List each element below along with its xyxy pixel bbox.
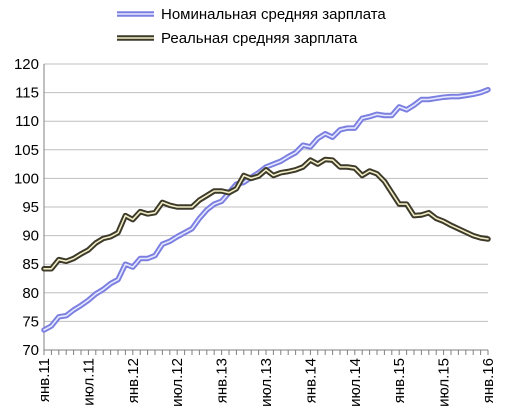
y-tick-label-75: 75 xyxy=(22,313,39,330)
series-lines xyxy=(41,86,491,333)
y-tick-label-100: 100 xyxy=(14,170,39,187)
y-tick-label-90: 90 xyxy=(22,228,39,245)
y-tick-label-105: 105 xyxy=(14,142,39,159)
x-tick-label-июл.13: июл.13 xyxy=(258,358,275,407)
x-tick-label-июл.14: июл.14 xyxy=(347,358,364,407)
series-line-1 xyxy=(41,86,491,333)
x-tick-label-янв.11: янв.11 xyxy=(36,358,53,402)
series-line-2 xyxy=(41,156,491,272)
x-tick-label-июл.12: июл.12 xyxy=(169,358,186,407)
legend: Номинальная средняя зарплата Реальная сре… xyxy=(117,6,386,47)
series-line-core-2 xyxy=(43,158,489,270)
x-tick-label-янв.15: янв.15 xyxy=(391,358,408,403)
y-tick-label-110: 110 xyxy=(15,113,39,130)
x-tick-label-июл.15: июл.15 xyxy=(436,358,453,407)
y-axis-tick-labels: 70 75 80 85 90 95 100 105 110 115 120 xyxy=(14,56,39,359)
y-tick-label-115: 115 xyxy=(15,85,39,102)
x-tick-label-янв.12: янв.12 xyxy=(125,358,142,403)
x-tick-label-янв.14: янв.14 xyxy=(302,358,319,403)
y-tick-label-120: 120 xyxy=(14,56,39,73)
gridlines xyxy=(44,63,488,351)
y-tick-label-85: 85 xyxy=(22,256,39,273)
y-tick-label-80: 80 xyxy=(22,285,39,302)
legend-label-2: Реальная средняя зарплата xyxy=(161,30,358,47)
x-axis-tick-labels: янв.11 июл.11 янв.12 июл.12 янв.13 июл.13 янв.… xyxy=(36,358,497,407)
legend-label-1: Номинальная средняя зарплата xyxy=(161,6,386,23)
x-tick-label-янв.16: янв.16 xyxy=(480,358,497,403)
y-tick-label-70: 70 xyxy=(22,342,39,359)
x-tick-label-янв.13: янв.13 xyxy=(214,358,231,403)
x-tick-label-июл.11: июл.11 xyxy=(80,358,97,406)
y-tick-label-95: 95 xyxy=(22,199,39,216)
series-line-core-1 xyxy=(43,88,489,331)
axes xyxy=(43,64,489,355)
